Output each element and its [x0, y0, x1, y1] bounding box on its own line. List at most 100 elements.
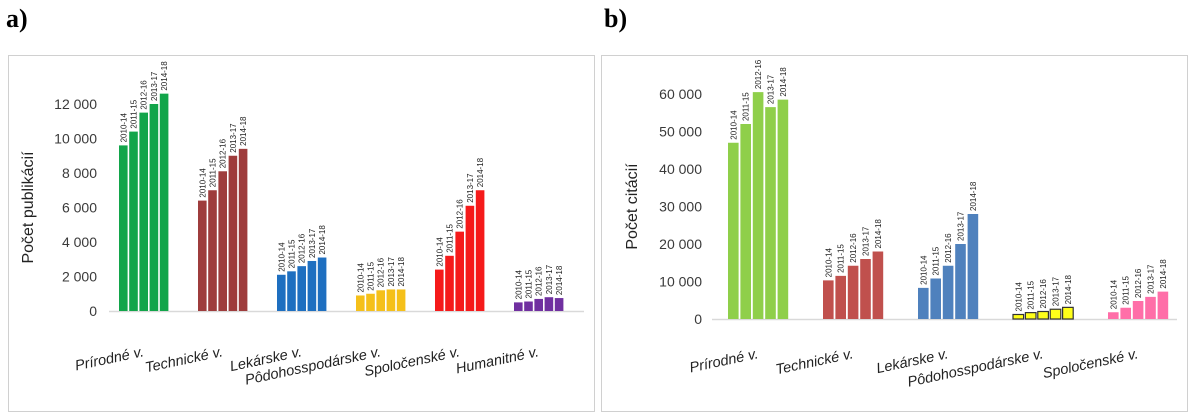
bar	[198, 200, 207, 311]
bar-period-label: 2013-17	[466, 173, 475, 203]
bar	[728, 142, 739, 319]
bar	[1157, 291, 1169, 319]
bar-period-label: 2011-15	[130, 99, 139, 128]
bar	[1049, 308, 1062, 320]
y-tick-label: 30 000	[659, 199, 702, 215]
panel-label-b: b)	[604, 4, 628, 33]
bar	[149, 104, 159, 311]
bar	[238, 148, 248, 311]
y-tick-label: 0	[89, 303, 97, 319]
bar-period-label: 2014-18	[779, 67, 788, 97]
chart-a: Počet publikácií 0 2 000 4 000 6 000 8 000 10 …	[20, 61, 584, 389]
bar-period-label: 2010-14	[277, 242, 286, 272]
bar-period-label: 2014-18	[160, 61, 169, 91]
y-tick-label: 2 000	[62, 269, 97, 285]
bar-period-label: 2010-14	[1014, 282, 1023, 312]
bar-period-label: 2011-15	[742, 92, 751, 121]
bar	[872, 251, 884, 319]
bar-period-label: 2013-17	[1052, 276, 1061, 306]
bar-period-label: 2011-15	[446, 223, 455, 252]
bar	[297, 266, 306, 311]
bar-period-label: 2010-14	[435, 237, 444, 267]
bar-period-label: 2012-16	[754, 59, 763, 89]
bar	[847, 265, 859, 319]
bar-period-label: 2010-14	[356, 263, 365, 293]
bar	[317, 257, 327, 311]
bar-period-label: 2010-14	[729, 110, 738, 140]
bar	[1120, 307, 1131, 319]
bar-period-label: 2010-14	[824, 247, 833, 277]
bar-period-label: 2013-17	[1147, 264, 1156, 294]
bar	[208, 190, 217, 311]
bar-period-label: 2010-14	[1109, 279, 1118, 309]
y-tick-label: 4 000	[62, 234, 97, 250]
bar-period-label: 2010-14	[119, 112, 128, 142]
y-tick-label: 40 000	[659, 161, 702, 177]
bar	[159, 93, 169, 312]
bar	[1108, 312, 1119, 319]
bar-period-label: 2011-15	[1122, 275, 1131, 304]
bar-period-label: 2011-15	[525, 269, 534, 298]
bar	[740, 124, 751, 319]
bar	[129, 131, 138, 311]
bar	[752, 92, 764, 319]
bar-period-label: 2012-16	[849, 233, 858, 263]
bar-period-label: 2011-15	[367, 261, 376, 290]
bar-period-label: 2014-18	[1159, 259, 1168, 289]
bar	[376, 290, 385, 311]
bar-period-label: 2011-15	[288, 239, 297, 268]
bar-period-label: 2011-15	[837, 244, 846, 273]
x-category-label: Prírodné v.	[74, 344, 146, 374]
bar-period-label: 2013-17	[387, 257, 396, 287]
x-category-label: Technické v.	[774, 346, 855, 378]
bar	[544, 297, 554, 311]
bar-period-label: 2014-18	[969, 181, 978, 211]
bar-period-label: 2013-17	[767, 74, 776, 104]
bar	[1037, 310, 1049, 320]
bar	[1024, 312, 1037, 320]
bar	[930, 278, 941, 319]
bar	[1145, 296, 1156, 319]
bar	[835, 275, 846, 319]
bar-period-label: 2014-18	[874, 219, 883, 249]
bar-period-label: 2013-17	[308, 228, 317, 258]
bar-period-label: 2012-16	[1134, 268, 1143, 298]
bar-period-label: 2012-16	[140, 80, 149, 110]
bar	[1012, 313, 1025, 320]
bar	[386, 289, 396, 311]
x-category-label: Prírodné v.	[688, 346, 760, 376]
bar-period-label: 2012-16	[298, 233, 307, 263]
bar-period-label: 2014-18	[1064, 274, 1073, 304]
bar-period-label: 2013-17	[229, 123, 238, 153]
bar-period-label: 2010-14	[919, 255, 928, 285]
bar-period-label: 2011-15	[209, 158, 218, 187]
chart-b: Počet citácií 0 10 000 20 000 30 000 40 000 50…	[624, 59, 1177, 391]
y-tick-label: 60 000	[659, 86, 702, 102]
bar	[942, 265, 954, 319]
bar	[534, 298, 543, 311]
bar	[356, 295, 365, 311]
bar	[1062, 306, 1074, 320]
bar-period-label: 2012-16	[456, 199, 465, 229]
bar	[366, 293, 375, 311]
bar-period-label: 2010-14	[198, 168, 207, 198]
bar	[1132, 301, 1144, 319]
y-tick-label: 10 000	[54, 131, 97, 147]
bar	[455, 231, 464, 311]
bar	[765, 107, 776, 319]
bar	[445, 255, 454, 311]
chart-b-frame: Počet citácií 0 10 000 20 000 30 000 40 000 50…	[601, 55, 1188, 412]
bar	[918, 287, 929, 319]
y-tick-label: 0	[694, 311, 702, 327]
bar-period-label: 2013-17	[545, 264, 554, 294]
bar-period-label: 2013-17	[862, 226, 871, 256]
y-axis-label: Počet publikácií	[20, 151, 37, 264]
bar	[524, 301, 533, 311]
bar	[955, 244, 966, 319]
bar	[554, 298, 564, 311]
bar	[475, 190, 485, 311]
bar-period-label: 2013-17	[957, 211, 966, 241]
bar	[967, 214, 979, 319]
bar-period-label: 2010-14	[514, 269, 523, 299]
y-tick-label: 10 000	[659, 274, 702, 290]
